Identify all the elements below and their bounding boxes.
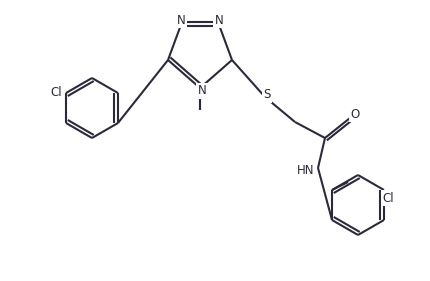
Text: HN: HN [297,164,314,176]
Text: O: O [350,108,359,121]
Text: N: N [197,85,206,98]
Text: S: S [263,89,270,101]
Text: Cl: Cl [381,191,393,205]
Text: N: N [214,13,223,26]
Text: N: N [176,13,185,26]
Text: Cl: Cl [50,87,61,99]
